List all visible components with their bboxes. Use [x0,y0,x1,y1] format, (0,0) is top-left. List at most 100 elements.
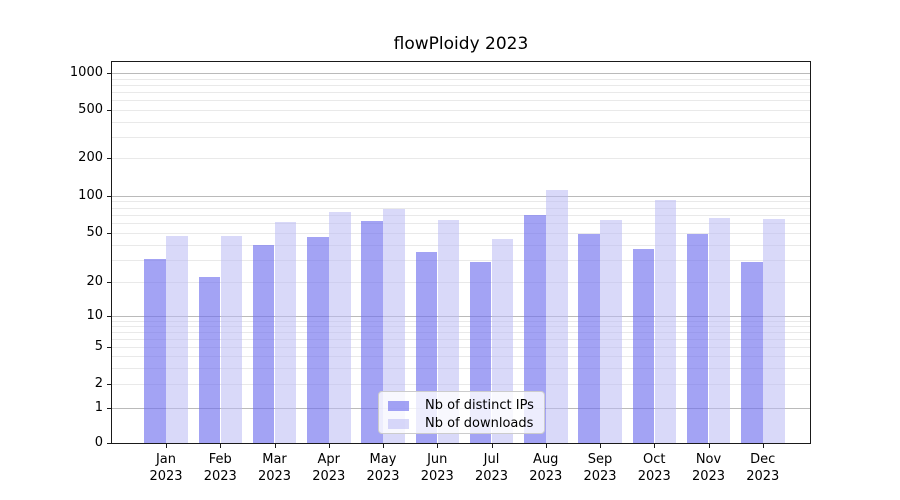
y-tick-mark [107,443,112,444]
x-tick-label-aug: Aug 2023 [514,451,578,485]
x-tick-month: Jan [155,452,177,467]
legend-swatch-distinct-ips [388,401,409,411]
y-tick-mark [107,384,112,385]
x-tick-month: May [369,452,397,467]
y-tick-label: 50 [86,225,103,240]
y-tick-mark [107,110,112,111]
x-tick-month: Oct [643,452,666,467]
y-tick-mark [107,408,112,409]
y-gridline-minor [112,78,810,80]
y-gridline-minor [112,356,810,357]
x-tick-mark [220,443,222,448]
x-tick-year: 2023 [637,469,671,484]
x-tick-mark [328,443,330,448]
y-tick-label: 1 [94,400,103,415]
y-tick-mark [107,347,112,348]
x-tick-mark [762,443,764,448]
y-tick-mark [107,282,112,283]
x-tick-mark [383,443,384,448]
y-gridline-minor [112,384,810,385]
x-tick-year: 2023 [312,469,346,484]
x-tick-label-feb: Feb 2023 [188,451,252,485]
y-gridline-minor [112,338,810,340]
x-tick-mark [708,443,710,448]
bar-nb-of-downloads-may [383,208,405,443]
bar-nb-of-downloads-aug [546,190,568,443]
x-tick-label-may: May 2023 [351,451,415,485]
y-tick-mark [107,195,112,197]
x-tick-month: Dec [750,452,776,467]
bar-nb-of-distinct-ips-nov [686,234,709,443]
y-tick-label: 1000 [69,65,103,80]
y-gridline-minor [112,201,810,203]
x-tick-label-apr: Apr 2023 [297,451,361,485]
x-tick-label-dec: Dec 2023 [731,451,795,485]
x-tick-month: Sep [587,452,613,467]
y-tick-mark [107,233,112,234]
bar-nb-of-downloads-oct [654,200,677,443]
bar-nb-of-distinct-ips-mar [252,244,275,443]
x-tick-year: 2023 [529,469,563,484]
plot-area [111,61,811,444]
y-tick-label: 2 [94,376,103,391]
x-tick-label-nov: Nov 2023 [677,451,741,485]
x-tick-label-sep: Sep 2023 [568,451,632,485]
x-tick-year: 2023 [203,469,237,484]
x-tick-mark [491,443,493,448]
x-tick-month: Jul [483,452,500,467]
y-gridline-major [112,316,810,317]
bar-nb-of-downloads-apr [329,211,351,443]
x-tick-year: 2023 [746,469,780,484]
x-tick-mark [166,443,167,448]
x-tick-year: 2023 [149,469,183,484]
x-tick-month: Nov [695,452,722,467]
x-tick-year: 2023 [474,469,509,484]
x-tick-mark [274,443,276,448]
x-tick-year: 2023 [366,469,400,484]
x-tick-mark [437,443,439,448]
bar-nb-of-downloads-mar [274,222,297,443]
bar-nb-of-downloads-jan [166,236,188,443]
x-tick-month: Aug [533,452,559,467]
y-gridline-minor [112,233,810,234]
bar-nb-of-distinct-ips-may [361,221,383,443]
y-gridline-minor [112,214,810,216]
x-tick-month: Apr [317,452,341,467]
bar-nb-of-downloads-dec [763,218,785,443]
bar-nb-of-distinct-ips-sep [578,234,600,443]
chart-title: flowPloidy 2023 [393,34,529,54]
bar-nb-of-downloads-nov [708,217,731,443]
x-tick-year: 2023 [420,469,454,484]
y-gridline-minor [112,100,810,102]
y-gridline-minor [112,282,810,283]
x-tick-mark [600,443,601,448]
x-tick-year: 2023 [691,469,726,484]
x-tick-month: Jun [427,452,448,467]
x-tick-year: 2023 [583,469,617,484]
y-gridline-minor [112,367,810,369]
x-tick-mark [545,443,547,448]
legend-item-downloads: Nb of downloads [379,415,544,433]
y-tick-mark [107,158,112,159]
x-tick-label-jan: Jan 2023 [134,451,198,485]
y-tick-label: 5 [94,339,103,354]
y-tick-label: 10 [86,308,103,323]
y-tick-label: 100 [78,187,103,203]
bar-nb-of-downloads-jun [437,220,460,443]
x-tick-month: Mar [262,452,287,467]
y-gridline-minor [112,320,810,322]
legend-label-distinct-ips: Nb of distinct IPs [425,398,534,413]
x-tick-label-jul: Jul 2023 [460,451,524,485]
legend: Nb of distinct IPs Nb of downloads [378,391,545,434]
y-gridline-minor [112,223,810,225]
y-gridline-minor [112,347,810,348]
x-tick-month: Feb [208,452,232,467]
bar-nb-of-downloads-sep [600,219,622,443]
x-tick-label-jun: Jun 2023 [405,451,469,485]
x-tick-label-oct: Oct 2023 [622,451,686,485]
y-gridline-minor [112,110,810,111]
y-gridline-minor [112,260,810,262]
y-gridline-minor [112,136,810,138]
y-gridline-minor [112,121,810,123]
